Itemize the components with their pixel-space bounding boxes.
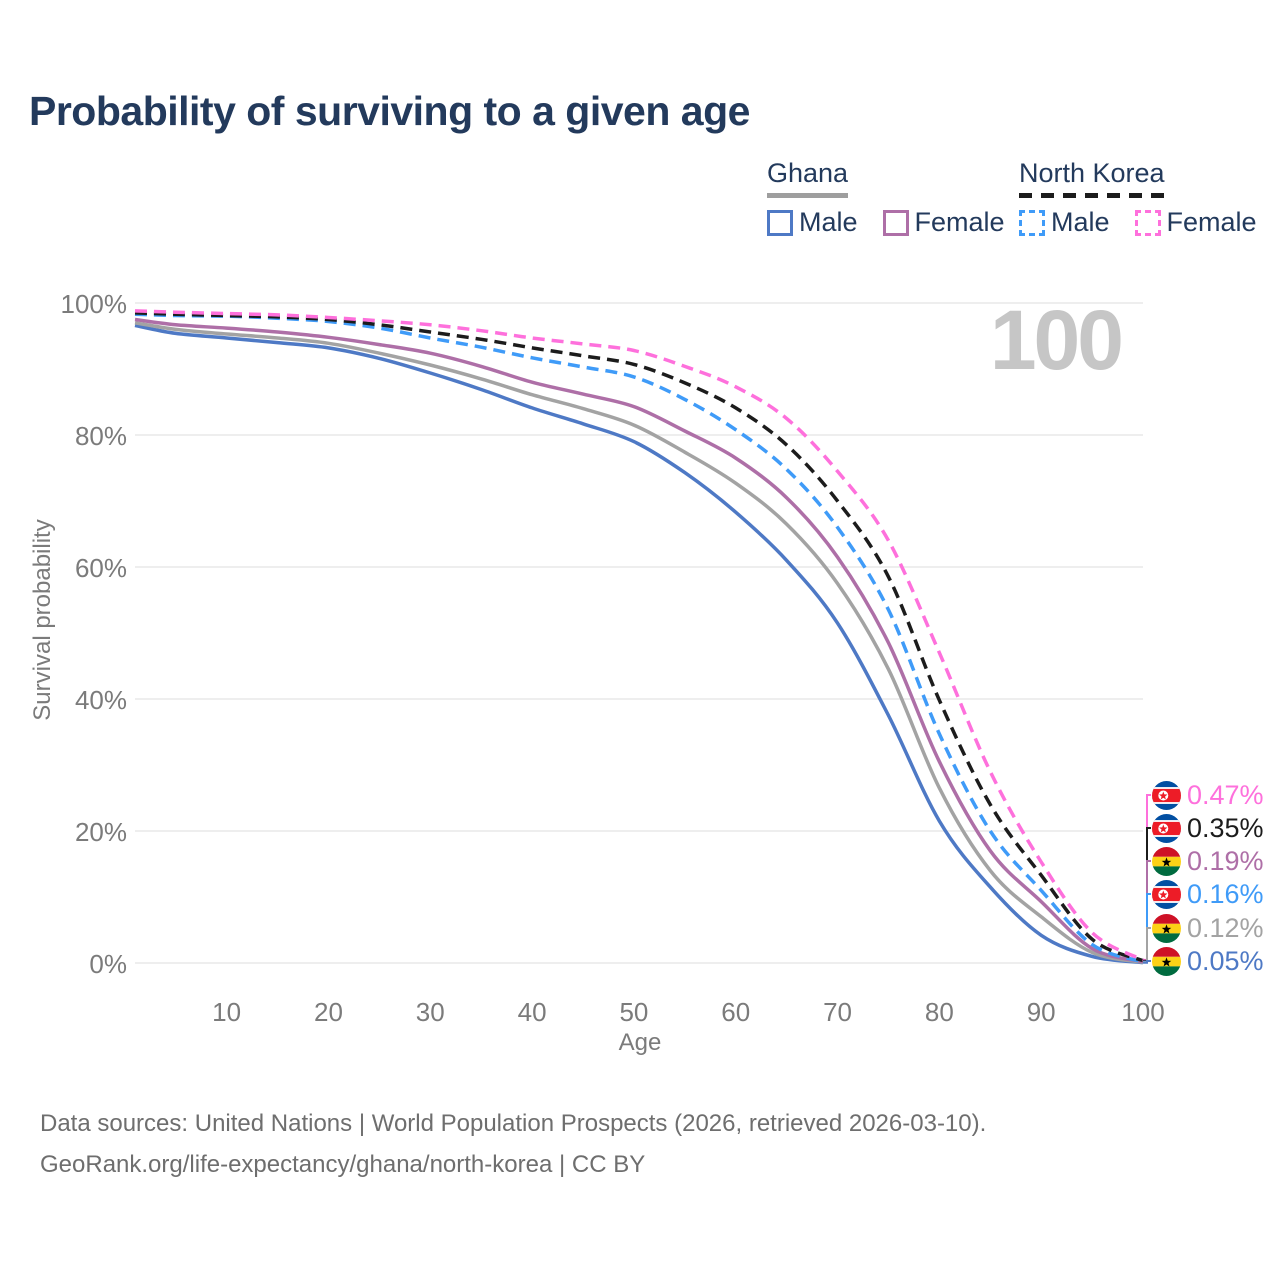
footer-link: GeoRank.org/life-expectancy/ghana/north-… bbox=[40, 1151, 646, 1178]
end-label-connector-ghana bbox=[1143, 927, 1151, 964]
end-label-connector-ghana-male bbox=[1143, 960, 1151, 964]
legend-item-ghana-male-label: Male bbox=[799, 207, 858, 237]
legend-group-north-korea: North Korea Male Female bbox=[1019, 158, 1257, 238]
y-axis-tick: 100% bbox=[61, 289, 128, 319]
y-axis-tick: 40% bbox=[75, 685, 127, 715]
y-axis-tick: 80% bbox=[75, 421, 127, 451]
curve-north-korea-female[interactable] bbox=[134, 309, 1144, 962]
x-axis-tick: 60 bbox=[721, 997, 750, 1027]
north-korea-male-swatch-icon bbox=[1019, 209, 1045, 236]
y-axis-title: Survival probability bbox=[29, 519, 56, 720]
survival-probability-chart: 0% 20% 40% 60% 80% 100% 10 20 30 40 50 60 70 80 90 100 S… bbox=[29, 289, 1165, 1056]
y-axis-tick: 60% bbox=[75, 553, 127, 583]
ghana-solid-line-sample bbox=[767, 193, 849, 198]
legend-item-north-korea-male-label: Male bbox=[1051, 207, 1110, 237]
curve-north-korea[interactable] bbox=[134, 311, 1144, 963]
watermark-100: 100 bbox=[990, 293, 1121, 387]
x-axis-tick: 100 bbox=[1121, 997, 1164, 1027]
x-axis-tick: 10 bbox=[212, 997, 241, 1027]
x-axis-tick: 30 bbox=[416, 997, 445, 1027]
north-korea-dashed-line-sample bbox=[1019, 193, 1165, 198]
x-axis-tick: 80 bbox=[925, 997, 954, 1027]
y-axis-tick: 20% bbox=[75, 817, 127, 847]
curve-ghana-male[interactable] bbox=[134, 323, 1144, 965]
footer: Data sources: United Nations | World Pop… bbox=[40, 1103, 986, 1185]
legend-north-korea-title: North Korea bbox=[1019, 158, 1165, 198]
curve-ghana[interactable] bbox=[134, 321, 1144, 964]
legend-item-north-korea-female-label: Female bbox=[1166, 207, 1257, 237]
x-axis-tick: 40 bbox=[518, 997, 547, 1027]
x-axis-title: Age bbox=[619, 1029, 662, 1056]
legend-item-ghana-female-label: Female bbox=[914, 207, 1005, 237]
legend-ghana-label: Ghana bbox=[767, 158, 849, 188]
x-axis-tick: 70 bbox=[823, 997, 852, 1027]
legend-group-ghana: Ghana Male Female bbox=[767, 158, 1005, 238]
x-axis-tick: 90 bbox=[1027, 997, 1056, 1027]
north-korea-female-swatch-icon bbox=[1134, 209, 1161, 236]
y-axis-tick: 0% bbox=[89, 949, 127, 979]
legend-item-north-korea-male[interactable]: Male bbox=[1019, 207, 1110, 238]
footer-data-sources: Data sources: United Nations | World Pop… bbox=[40, 1110, 987, 1137]
ghana-female-swatch-icon bbox=[882, 209, 909, 236]
curve-ghana-female[interactable] bbox=[134, 317, 1144, 964]
x-axis-tick: 20 bbox=[314, 997, 343, 1027]
curve-north-korea-male[interactable] bbox=[134, 312, 1144, 964]
legend-north-korea-label: North Korea bbox=[1019, 158, 1165, 188]
ghana-male-swatch-icon bbox=[767, 209, 793, 236]
legend-item-north-korea-female[interactable]: Female bbox=[1134, 207, 1257, 238]
legend-item-ghana-male[interactable]: Male bbox=[767, 207, 858, 238]
legend-item-ghana-female[interactable]: Female bbox=[882, 207, 1005, 238]
x-axis-tick: 50 bbox=[619, 997, 648, 1027]
page-title: Probability of surviving to a given age bbox=[29, 88, 750, 134]
legend-ghana-title: Ghana bbox=[767, 158, 849, 198]
